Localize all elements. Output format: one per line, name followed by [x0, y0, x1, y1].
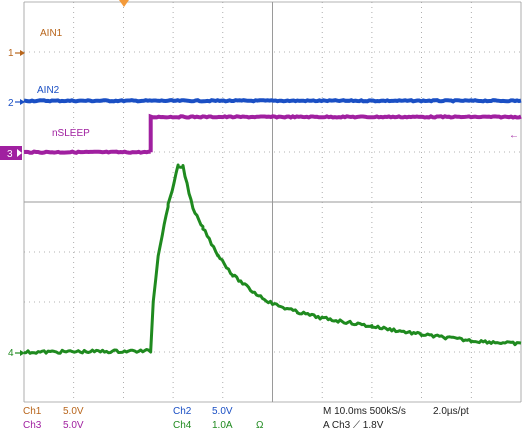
ch3-series-label: nSLEEP [52, 128, 90, 139]
ch3-trace [23, 113, 522, 155]
svg-text:1: 1 [8, 48, 14, 59]
ch4-trace [23, 163, 522, 355]
resolution-readout: 2.0µs/pt [433, 406, 469, 417]
graticule [23, 1, 522, 403]
ch4-readout-name: Ch4 [173, 420, 192, 431]
ch3-ground-marker[interactable]: 3 [0, 146, 22, 160]
ch1-ground-marker[interactable]: 1 [8, 48, 25, 59]
trigger-readout: A Ch3 ⟋ 1.8V [323, 420, 384, 431]
ch3-readout-scale: 5.0V [63, 420, 84, 431]
svg-text:4: 4 [8, 348, 14, 359]
ch4-readout-scale: 1.0A [212, 420, 233, 431]
ch2-readout-scale: 5.0V [212, 406, 233, 417]
ch2-readout-name: Ch2 [173, 406, 192, 417]
ch2-trace [23, 98, 522, 104]
ch4-ground-marker[interactable]: 4 [8, 348, 25, 359]
readout-panel: Ch1 5.0V Ch3 5.0V Ch2 5.0V Ch4 1.0A Ω M … [23, 406, 469, 431]
ch1-series-label: AIN1 [40, 28, 63, 39]
ch1-readout-name: Ch1 [23, 406, 42, 417]
ch1-readout-scale: 5.0V [63, 406, 84, 417]
ch3-readout-name: Ch3 [23, 420, 42, 431]
ch2-series-label: AIN2 [37, 85, 60, 96]
svg-text:2: 2 [8, 98, 14, 109]
svg-text:3: 3 [7, 149, 13, 160]
ch2-ground-marker[interactable]: 2 [8, 98, 25, 109]
timebase-readout: M 10.0ms 500kS/s [323, 406, 406, 417]
trigger-position-marker [119, 0, 129, 7]
trigger-level-arrow-icon: ← [509, 130, 519, 141]
ch4-readout-unit: Ω [256, 420, 264, 431]
